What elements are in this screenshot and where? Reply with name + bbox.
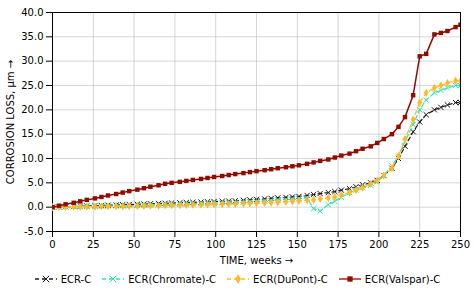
svg-text:75: 75	[169, 239, 182, 250]
svg-text:175: 175	[329, 239, 348, 250]
svg-text:40.0: 40.0	[21, 7, 43, 18]
svg-text:150: 150	[288, 239, 307, 250]
svg-text:200: 200	[369, 239, 388, 250]
svg-text:50: 50	[128, 239, 141, 250]
svg-text:5.0: 5.0	[28, 177, 44, 188]
html-text:ECR-C: ECR-C	[60, 273, 92, 285]
svg-text:10.0: 10.0	[21, 153, 43, 164]
svg-text:CORROSION LOSS, µm →: CORROSION LOSS, µm →	[5, 60, 16, 184]
svg-text:25: 25	[87, 239, 100, 250]
svg-text:30.0: 30.0	[21, 55, 43, 66]
svg-text:-5.0: -5.0	[24, 226, 44, 237]
svg-text:35.0: 35.0	[21, 31, 43, 42]
svg-text:0: 0	[49, 239, 55, 250]
svg-text:25.0: 25.0	[21, 80, 43, 91]
html-text:ECR(Valspar)-C: ECR(Valspar)-C	[364, 273, 441, 285]
svg-text:TIME, weeks →: TIME, weeks →	[219, 255, 293, 266]
svg-text:20.0: 20.0	[21, 104, 43, 115]
svg-text:15.0: 15.0	[21, 128, 43, 139]
html-text:ECR(Chromate)-C: ECR(Chromate)-C	[128, 273, 217, 285]
svg-text:250: 250	[451, 239, 470, 250]
svg-text:125: 125	[247, 239, 266, 250]
svg-text:0.0: 0.0	[28, 201, 44, 212]
svg-text:225: 225	[410, 239, 429, 250]
svg-text:100: 100	[206, 239, 225, 250]
html-text:ECR(DuPont)-C: ECR(DuPont)-C	[253, 273, 328, 285]
